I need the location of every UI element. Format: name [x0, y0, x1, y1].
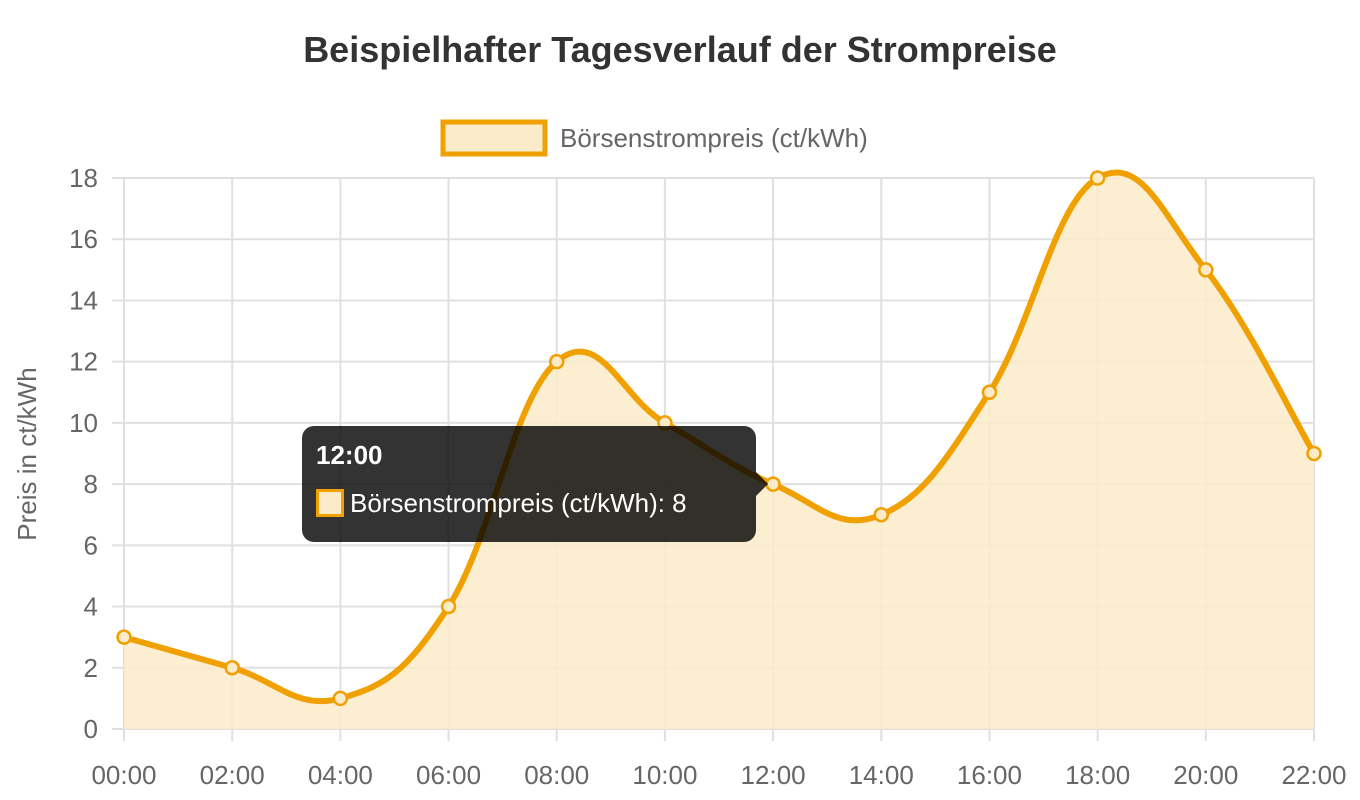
- tooltip-arrow: [756, 472, 768, 496]
- x-tick-label: 10:00: [632, 760, 697, 790]
- y-tick-label: 2: [84, 653, 98, 683]
- x-tick-label: 04:00: [308, 760, 373, 790]
- data-point[interactable]: [765, 476, 781, 492]
- data-point[interactable]: [981, 384, 998, 401]
- legend-swatch[interactable]: [440, 119, 548, 157]
- x-tick-label: 08:00: [524, 760, 589, 790]
- tooltip-swatch: [316, 489, 344, 517]
- y-axis-title: Preis in ct/kWh: [12, 367, 42, 540]
- data-point[interactable]: [1089, 170, 1106, 186]
- y-tick-label: 18: [69, 163, 98, 193]
- data-point[interactable]: [440, 598, 457, 615]
- x-tick-label: 22:00: [1281, 760, 1346, 790]
- data-point[interactable]: [332, 690, 349, 707]
- data-points: [116, 170, 1322, 707]
- y-tick-label: 4: [84, 592, 98, 622]
- area-path: [124, 172, 1314, 730]
- data-point[interactable]: [224, 660, 240, 676]
- y-tick-label: 8: [84, 469, 98, 499]
- y-tick-label: 6: [84, 530, 98, 560]
- data-point[interactable]: [116, 629, 132, 645]
- tooltip: 12:00 Börsenstrompreis (ct/kWh): 8: [302, 426, 756, 542]
- x-tick-label: 02:00: [200, 760, 265, 790]
- y-tick-label: 14: [69, 285, 98, 315]
- y-tick-label: 16: [69, 224, 98, 254]
- legend-label[interactable]: Börsenstrompreis (ct/kWh): [560, 123, 868, 153]
- x-tick-label: 12:00: [741, 760, 806, 790]
- chart-title: Beispielhafter Tagesverlauf der Strompre…: [303, 29, 1057, 70]
- x-tick-label: 20:00: [1173, 760, 1238, 790]
- x-tick-label: 14:00: [849, 760, 914, 790]
- area-fill: [124, 172, 1314, 730]
- data-point[interactable]: [1198, 262, 1214, 278]
- data-point[interactable]: [873, 506, 890, 523]
- tooltip-row: Börsenstrompreis (ct/kWh): 8: [316, 488, 742, 518]
- x-tick-label: 18:00: [1065, 760, 1130, 790]
- data-point[interactable]: [548, 353, 565, 370]
- legend[interactable]: Börsenstrompreis (ct/kWh): [440, 119, 868, 157]
- x-tick-label: 00:00: [91, 760, 156, 790]
- y-tick-label: 12: [69, 347, 98, 377]
- tooltip-title: 12:00: [316, 440, 383, 470]
- y-tick-label: 10: [69, 408, 98, 438]
- y-tick-label: 0: [84, 714, 98, 744]
- x-tick-label: 06:00: [416, 760, 481, 790]
- tooltip-label: Börsenstrompreis (ct/kWh): 8: [350, 488, 687, 518]
- y-axis-ticks: 0 2 4 6 8 10 12 14 16 18: [69, 163, 98, 744]
- x-axis-ticks: 00:00 02:00 04:00 06:00 08:00 10:00 12:00 14:00…: [91, 760, 1346, 790]
- data-point[interactable]: [1306, 445, 1322, 462]
- x-tick-label: 16:00: [957, 760, 1022, 790]
